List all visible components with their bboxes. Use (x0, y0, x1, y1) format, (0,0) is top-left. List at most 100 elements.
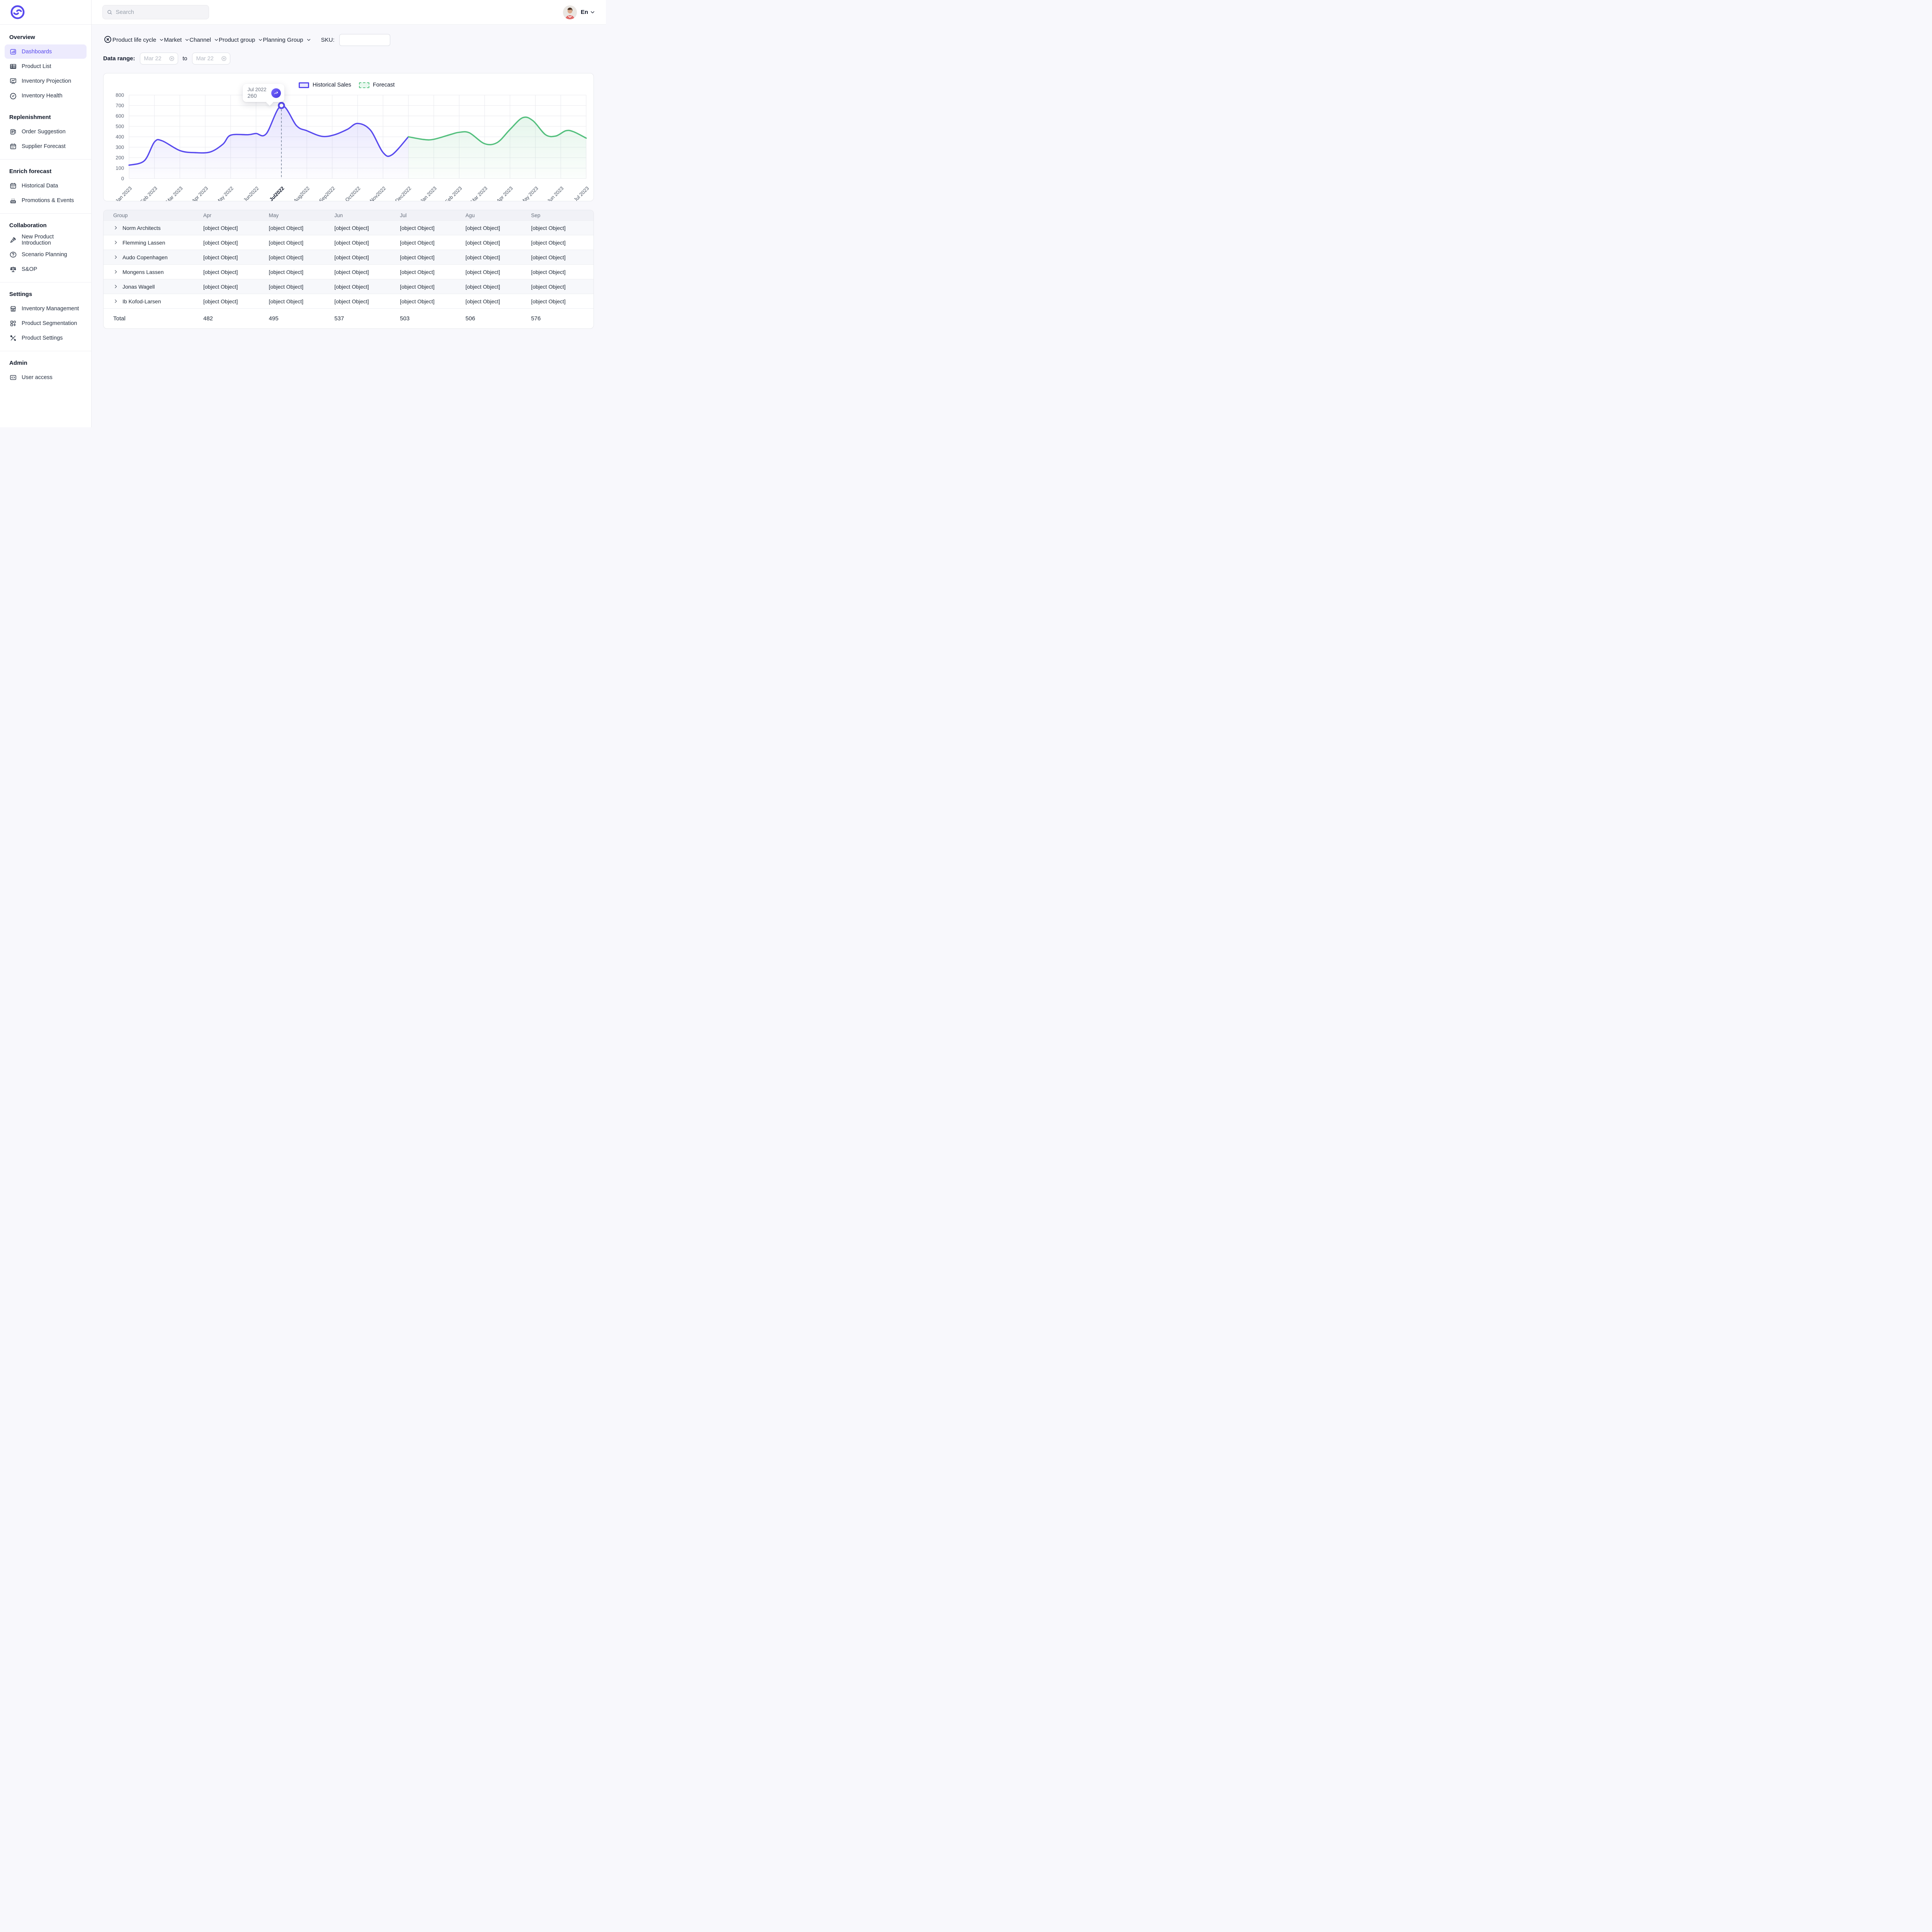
sidebar-item-icon (9, 77, 17, 85)
filter-item: Channel (189, 37, 219, 43)
group-name: Mongens Lassen (122, 269, 164, 275)
expand-row-button[interactable] (113, 225, 119, 231)
sidebar-item[interactable]: Inventory Health (5, 88, 87, 103)
expand-row-button[interactable] (113, 255, 119, 260)
table-row[interactable]: Audo Copenhagen [object Object] [object … (104, 250, 594, 264)
sku-input[interactable] (339, 34, 390, 46)
date-range-row: Data range: Mar 22 to Mar 22 (103, 53, 594, 65)
value-cell: [object Object] (334, 298, 369, 304)
table-header-row: Group Apr May Jun Jul Agu Sep (104, 210, 594, 220)
legend-label: Historical Sales (313, 82, 351, 88)
svg-text:Mar 2023: Mar 2023 (469, 185, 488, 201)
avatar[interactable] (563, 5, 577, 19)
sidebar-item-label: User access (22, 374, 53, 381)
expand-row-button[interactable] (113, 299, 119, 304)
table-header-cell: Sep (531, 212, 541, 218)
sidebar-item[interactable]: Product Settings (5, 331, 87, 345)
chevron-down-icon (306, 37, 311, 42)
sidebar-item[interactable]: S&OP (5, 262, 87, 276)
search-input[interactable] (116, 9, 205, 15)
sidebar-item-label: Historical Data (22, 182, 58, 189)
sidebar-item-icon (9, 48, 17, 56)
chevron-right-icon (113, 284, 118, 289)
legend-label: Forecast (372, 82, 395, 88)
clear-date-icon[interactable] (169, 56, 175, 61)
value-cell: [object Object] (531, 224, 566, 231)
value-cell: [object Object] (269, 283, 304, 290)
value-cell: [object Object] (465, 224, 500, 231)
line-chart: 0 100 200 300 400 500 600 700 800 Jan 2023 Feb 202… (114, 92, 590, 201)
svg-text:Mar 2023: Mar 2023 (165, 185, 184, 201)
total-value: 576 (531, 315, 541, 322)
table-row[interactable]: Norm Architects [object Object] [object … (104, 220, 594, 235)
sidebar-item[interactable]: Inventory Management (5, 301, 87, 316)
sidebar-item-icon (9, 236, 17, 244)
sidebar-section: Overview Dashboards Product List (0, 27, 91, 107)
svg-text:Aug2022: Aug2022 (293, 185, 311, 201)
svg-text:Apr 2023: Apr 2023 (190, 185, 209, 201)
value-cell: [object Object] (465, 269, 500, 275)
table-row[interactable]: Ib Kofod-Larsen [object Object] [object … (104, 294, 594, 308)
topbar: En (92, 0, 606, 25)
x-circle-icon (104, 35, 112, 44)
value-cell: [object Object] (334, 224, 369, 231)
chevron-right-icon (113, 299, 118, 304)
svg-text:300: 300 (116, 145, 124, 150)
language-switcher[interactable]: En (581, 9, 595, 15)
clear-filters-button[interactable] (103, 35, 112, 44)
main-column: En Product life cycle (92, 0, 606, 427)
expand-row-button[interactable] (113, 284, 119, 289)
value-cell: [object Object] (203, 269, 238, 275)
sidebar-item-icon (9, 305, 17, 313)
group-name: Norm Architects (122, 224, 161, 231)
filter-dropdown-label: Channel (189, 36, 211, 43)
date-to-input[interactable]: Mar 22 (192, 53, 230, 65)
forecast-swatch (359, 82, 369, 88)
value-cell: [object Object] (531, 269, 566, 275)
sidebar-item[interactable]: Scenario Planning (5, 247, 87, 262)
legend-item-forecast: Forecast (359, 82, 395, 88)
value-cell: [object Object] (465, 298, 500, 304)
sidebar: Overview Dashboards Product List (0, 0, 92, 427)
table-row[interactable]: Jonas Wagell [object Object] [object Obj… (104, 279, 594, 294)
svg-text:Jul 2023: Jul 2023 (573, 185, 590, 201)
sidebar-item[interactable]: Inventory Projection (5, 74, 87, 88)
filter-dropdown[interactable]: Planning Group (263, 37, 311, 43)
value-cell: [object Object] (334, 239, 369, 246)
sidebar-section-title: Settings (9, 291, 32, 298)
sidebar-item[interactable]: User access (5, 370, 87, 384)
expand-row-button[interactable] (113, 240, 119, 245)
sidebar-item[interactable]: New Product Introduction (5, 233, 87, 247)
expand-row-button[interactable] (113, 269, 119, 275)
filter-dropdown-label: Market (164, 36, 182, 43)
sidebar-item[interactable]: Promotions & Events (5, 193, 87, 207)
table-header-cell: Agu (465, 212, 475, 218)
filter-dropdown[interactable]: Market (164, 37, 189, 43)
clear-date-icon[interactable] (221, 56, 227, 61)
chevron-right-icon (113, 269, 118, 274)
sidebar-item-icon (9, 182, 17, 190)
table-row[interactable]: Flemming Lassen [object Object] [object … (104, 235, 594, 250)
filter-dropdown[interactable]: Product life cycle (112, 37, 164, 43)
sidebar-item-label: Inventory Health (22, 92, 63, 99)
group-name: Flemming Lassen (122, 239, 165, 246)
date-from-input[interactable]: Mar 22 (139, 53, 178, 65)
svg-text:Jan 2023: Jan 2023 (114, 185, 133, 201)
sidebar-item[interactable]: Product Segmentation (5, 316, 87, 330)
filter-dropdown[interactable]: Channel (189, 37, 219, 43)
sidebar-item[interactable]: Order Suggestion (5, 124, 87, 139)
value-cell: [object Object] (400, 269, 435, 275)
group-cell: Jonas Wagell (104, 284, 200, 290)
chart-tooltip: Jul 2022 260 (243, 84, 285, 102)
sidebar-item[interactable]: Supplier Forecast (5, 139, 87, 153)
sidebar-item[interactable]: Dashboards (5, 44, 87, 59)
filter-dropdown[interactable]: Product group (219, 37, 263, 43)
chevron-right-icon (113, 240, 118, 245)
table-row[interactable]: Mongens Lassen [object Object] [object O… (104, 264, 594, 279)
sidebar-item[interactable]: Product List (5, 59, 87, 73)
logo[interactable] (0, 0, 91, 25)
value-cell: [object Object] (400, 239, 435, 246)
sidebar-item[interactable]: Historical Data (5, 179, 87, 193)
group-table: Group Apr May Jun Jul Agu Sep (103, 210, 594, 329)
table-header-cell: Group (113, 212, 128, 218)
